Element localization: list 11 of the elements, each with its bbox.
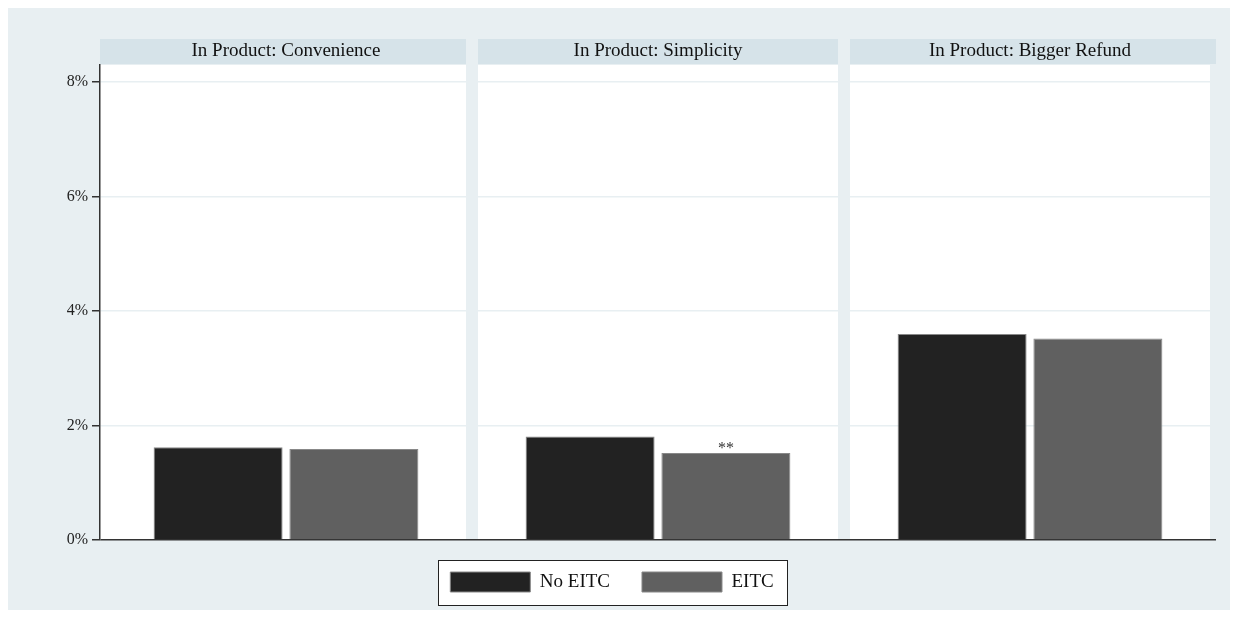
y-tick-label: 6%: [66, 186, 88, 204]
x-tick-label: In Product: Simplicity: [573, 38, 743, 60]
x-tick-label: In Product: Bigger Refund: [928, 38, 1132, 60]
annotation: **: [717, 439, 734, 457]
y-tick-label: 8%: [66, 72, 88, 90]
x-tick-label: In Product: Convenience: [191, 38, 381, 60]
legend-label: EITC: [731, 569, 774, 591]
legend-label: No EITC: [539, 569, 610, 591]
y-tick-label: 4%: [66, 301, 88, 319]
y-tick-label: 0%: [66, 530, 88, 548]
y-tick-label: 2%: [66, 415, 88, 433]
